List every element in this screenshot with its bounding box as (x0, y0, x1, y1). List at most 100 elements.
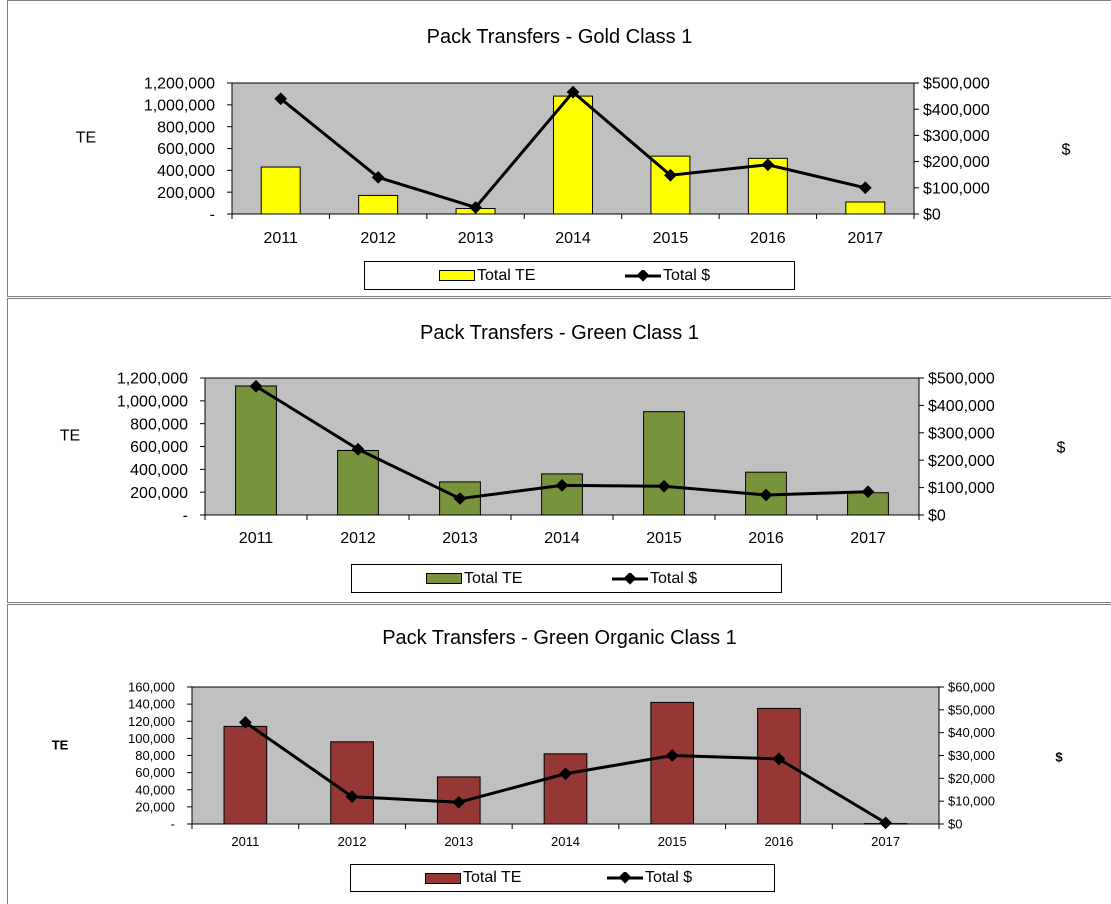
x-tick-label: 2017 (847, 230, 883, 247)
chart-legend: Total TE Total $ (350, 864, 775, 892)
y-axis-label: TE (60, 428, 80, 445)
x-tick-label: 2011 (264, 230, 299, 247)
line-point-2013 (453, 492, 467, 505)
x-tick-label: 2016 (750, 230, 786, 247)
y2-axis-label: $ (1055, 750, 1063, 765)
y-tick-label: 200,000 (130, 485, 188, 502)
bar-2015 (650, 701, 695, 825)
y-tick-label: 1,200,000 (117, 371, 188, 388)
chart-panel-3: Pack Transfers - Green Organic Class 1 -… (7, 604, 1111, 904)
chart-title: Pack Transfers - Green Class 1 (420, 322, 699, 344)
y-tick-label: 800,000 (130, 416, 188, 433)
x-tick-label: 2011 (239, 530, 274, 547)
bar-2017 (845, 201, 886, 215)
bar-2011 (223, 725, 268, 825)
x-tick-label: 2013 (444, 834, 473, 849)
x-tick-label: 2015 (646, 530, 682, 547)
legend-label: Total TE (463, 869, 522, 886)
line-point-2011 (274, 92, 288, 106)
y-tick-label: 60,000 (135, 765, 175, 780)
y2-tick-label: $50,000 (948, 702, 995, 717)
y2-tick-label: $10,000 (948, 794, 995, 809)
line-point-2012 (371, 170, 385, 184)
y2-tick-label: $300,000 (923, 128, 990, 145)
chart-plot: - 20,000 40,000 60,000 80,000 100,000 120,000 1… (52, 680, 1064, 849)
legend-label: Total $ (650, 569, 698, 587)
x-tick-label: 2014 (555, 230, 591, 247)
y2-tick-label: $20,000 (948, 771, 995, 786)
y2-tick-label: $100,000 (928, 480, 995, 497)
bar-2012 (330, 741, 374, 825)
x-tick-label: 2014 (551, 834, 580, 849)
y-tick-label: - (210, 207, 215, 224)
legend-line-marker (612, 572, 648, 585)
y-tick-label: 160,000 (128, 680, 175, 695)
x-tick-label: 2016 (748, 530, 784, 547)
y-tick-label: 100,000 (128, 731, 175, 746)
y2-axis-label: $ (1057, 440, 1066, 457)
y-tick-label: 80,000 (135, 748, 175, 763)
x-tick-label: 2013 (458, 230, 494, 247)
chart-legend: Total TE Total $ (351, 564, 782, 593)
chart-title: Pack Transfers - Green Organic Class 1 (382, 627, 737, 649)
y-tick-label: - (183, 508, 188, 525)
legend-label: Total $ (663, 266, 711, 284)
y2-tick-label: $400,000 (923, 102, 990, 119)
bar-2011 (235, 385, 277, 516)
legend-item-bars: Total TE (426, 565, 522, 592)
legend-item-line: Total $ (612, 565, 697, 592)
y2-tick-label: $500,000 (923, 76, 990, 93)
y-tick-label: 20,000 (135, 799, 175, 814)
legend-label: Total TE (464, 569, 523, 587)
line-point-2012 (351, 442, 365, 456)
bar-2014 (543, 753, 588, 825)
chart-plot: - 200,000 400,000 600,000 800,000 1,000,000 1,… (76, 76, 1071, 247)
y-tick-label: 400,000 (130, 462, 188, 479)
chart-plot: - 200,000 400,000 600,000 800,000 1,000,000 1,… (60, 371, 1066, 547)
legend-line-marker (625, 269, 661, 282)
legend-swatch (425, 872, 461, 884)
legend-label: Total $ (645, 869, 693, 886)
legend-line-marker (607, 872, 643, 884)
y2-tick-label: $100,000 (923, 180, 990, 197)
x-tick-label: 2015 (658, 834, 687, 849)
x-tick-label: 2017 (850, 530, 886, 547)
y2-tick-label: $60,000 (948, 680, 995, 695)
y2-tick-label: $40,000 (948, 725, 995, 740)
y-tick-label: 800,000 (157, 119, 215, 136)
line-point-2013 (452, 795, 466, 809)
y-tick-label: 140,000 (128, 697, 175, 712)
y-tick-label: 200,000 (157, 185, 215, 202)
legend-swatch (426, 573, 462, 584)
x-tick-label: 2011 (231, 834, 259, 849)
y2-tick-label: $0 (923, 207, 941, 224)
y2-tick-label: $300,000 (928, 425, 995, 442)
bar-2012 (358, 194, 399, 215)
y-tick-label: 40,000 (135, 782, 175, 797)
x-tick-label: 2017 (871, 834, 900, 849)
chart-legend: Total TE Total $ (364, 261, 795, 290)
chart-panel-1: Pack Transfers - Gold Class 1 - 200,000 40… (7, 0, 1111, 297)
line-point-2013 (469, 201, 482, 214)
x-tick-label: 2012 (338, 834, 367, 849)
y-axis-label: TE (76, 130, 96, 147)
y-tick-label: 1,200,000 (144, 76, 215, 93)
legend-item-line: Total $ (607, 865, 692, 891)
legend-label: Total TE (477, 266, 536, 284)
x-tick-label: 2012 (340, 530, 376, 547)
x-tick-label: 2015 (653, 230, 689, 247)
y-tick-label: - (171, 817, 175, 832)
x-tick-label: 2013 (442, 530, 478, 547)
bar-2015 (643, 411, 685, 516)
legend-item-bars: Total TE (439, 262, 535, 289)
y2-tick-label: $500,000 (928, 371, 995, 388)
bar-2014 (553, 95, 593, 215)
y-tick-label: 1,000,000 (117, 393, 188, 410)
y-tick-label: 600,000 (130, 439, 188, 456)
y2-tick-label: $0 (948, 817, 962, 832)
y2-tick-label: $200,000 (928, 453, 995, 470)
y2-tick-label: $400,000 (928, 398, 995, 415)
y-tick-label: 600,000 (157, 141, 215, 158)
line-point-2012 (345, 790, 359, 803)
y-tick-label: 1,000,000 (144, 97, 215, 114)
